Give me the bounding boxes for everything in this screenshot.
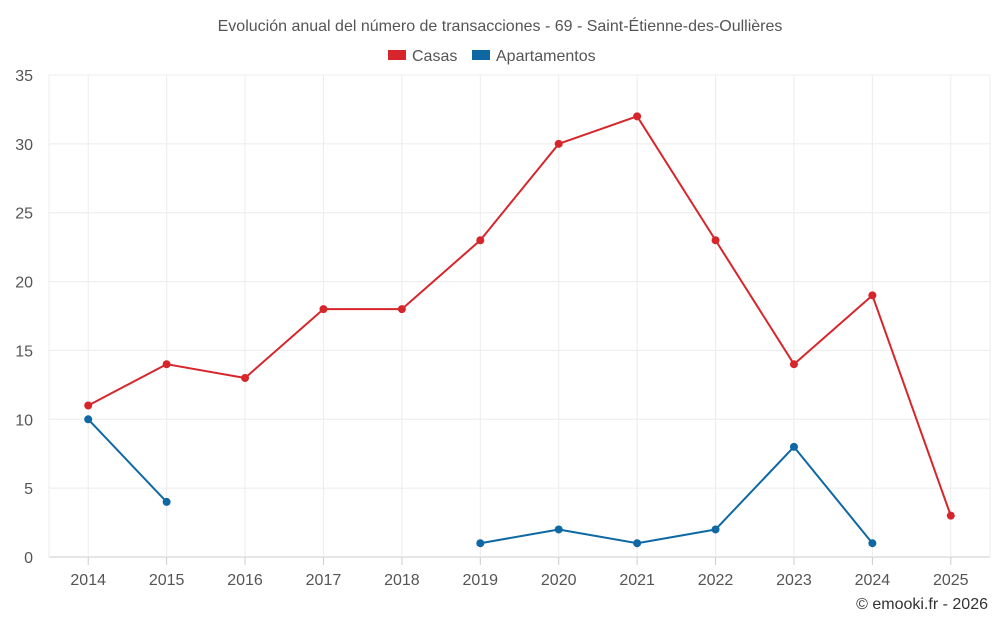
x-tick-label: 2017	[306, 572, 342, 589]
data-point-casas[interactable]	[319, 305, 328, 314]
data-point-casas[interactable]	[162, 360, 171, 369]
data-point-casas[interactable]	[476, 236, 485, 245]
data-point-casas[interactable]	[711, 236, 720, 245]
x-tick-label: 2019	[462, 572, 498, 589]
y-tick-label: 5	[24, 481, 33, 498]
data-point-apartamentos[interactable]	[554, 525, 563, 534]
legend-item-apartamentos[interactable]: Apartamentos	[472, 48, 596, 65]
grid	[48, 74, 991, 558]
plot-area	[84, 112, 955, 548]
data-point-casas[interactable]	[633, 112, 642, 121]
legend-swatch-casas	[388, 50, 406, 60]
legend-item-casas[interactable]: Casas	[388, 48, 457, 65]
series-line-casas	[87, 115, 952, 517]
data-point-casas[interactable]	[84, 401, 93, 410]
legend: Casas Apartamentos	[388, 48, 596, 65]
x-tick-label: 2015	[149, 572, 185, 589]
series-line-apartamentos	[87, 418, 168, 503]
data-point-casas[interactable]	[868, 291, 877, 300]
x-axis: 2014 2015 2016 2017 2018 2019 2020 2021 2022 2023…	[70, 557, 969, 589]
data-point-apartamentos[interactable]	[711, 525, 720, 534]
x-tick-label: 2016	[227, 572, 263, 589]
x-tick-label: 2022	[698, 572, 734, 589]
data-point-casas[interactable]	[554, 139, 563, 148]
y-axis: 0 5 10 15 20 25 30 35	[15, 68, 33, 567]
data-point-casas[interactable]	[397, 305, 406, 314]
data-point-apartamentos[interactable]	[84, 415, 93, 424]
data-point-apartamentos[interactable]	[162, 497, 171, 506]
x-tick-label: 2023	[776, 572, 812, 589]
credit-text: © emooki.fr - 2026	[856, 596, 988, 613]
y-tick-label: 10	[15, 412, 33, 429]
x-tick-label: 2024	[855, 572, 891, 589]
legend-label-apartamentos: Apartamentos	[496, 48, 596, 65]
data-point-apartamentos[interactable]	[476, 539, 485, 548]
series-line-apartamentos	[480, 445, 874, 545]
legend-swatch-apartamentos	[472, 50, 490, 60]
data-point-casas[interactable]	[241, 373, 250, 382]
x-tick-label: 2018	[384, 572, 420, 589]
y-tick-label: 15	[15, 343, 33, 360]
x-tick-label: 2014	[70, 572, 106, 589]
data-point-casas[interactable]	[789, 360, 798, 369]
x-tick-label: 2025	[933, 572, 969, 589]
data-point-apartamentos[interactable]	[633, 539, 642, 548]
data-point-apartamentos[interactable]	[868, 539, 877, 548]
data-point-apartamentos[interactable]	[789, 442, 798, 451]
y-tick-label: 20	[15, 275, 33, 292]
chart-title: Evolución anual del número de transaccio…	[218, 16, 783, 35]
y-tick-label: 0	[24, 550, 33, 567]
x-tick-label: 2020	[541, 572, 577, 589]
legend-label-casas: Casas	[412, 48, 457, 65]
data-point-casas[interactable]	[946, 511, 955, 520]
y-tick-label: 25	[15, 206, 33, 223]
y-tick-label: 35	[15, 68, 33, 85]
y-tick-label: 30	[15, 137, 33, 154]
x-tick-label: 2021	[619, 572, 655, 589]
